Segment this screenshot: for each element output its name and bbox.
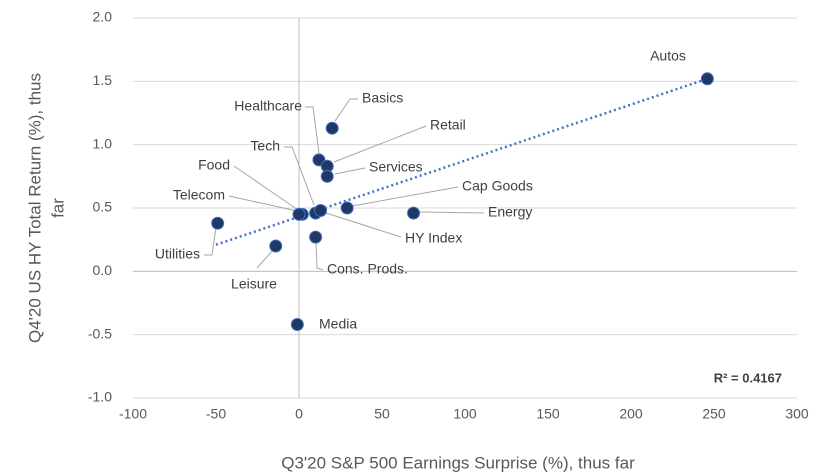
point xyxy=(700,72,714,86)
point-label: Leisure xyxy=(231,276,277,292)
point xyxy=(211,216,225,230)
leader-line xyxy=(333,125,427,163)
leader-line xyxy=(228,195,298,212)
point-label: HY Index xyxy=(405,230,462,246)
point-label: Services xyxy=(369,159,423,175)
x-tick-label: 250 xyxy=(702,406,726,422)
y-tick-label: -1.0 xyxy=(88,389,112,405)
point xyxy=(309,230,323,244)
y-tick-label: 1.0 xyxy=(93,135,113,151)
point xyxy=(320,169,334,183)
point-label: Autos xyxy=(650,48,686,64)
point xyxy=(292,207,306,221)
point-label: Media xyxy=(319,316,357,332)
x-tick-label: -100 xyxy=(119,406,147,422)
y-axis-title: far xyxy=(48,198,67,218)
leader-line xyxy=(419,211,485,214)
leader-line xyxy=(233,165,299,211)
point xyxy=(407,206,421,220)
point-label: Utilities xyxy=(155,246,200,262)
y-tick-label: 0.5 xyxy=(93,199,113,215)
point xyxy=(325,121,339,135)
leader-line xyxy=(334,167,366,175)
x-tick-label: 0 xyxy=(295,406,303,422)
x-tick-label: 150 xyxy=(536,406,560,422)
x-tick-label: -50 xyxy=(206,406,226,422)
x-tick-label: 50 xyxy=(374,406,390,422)
point xyxy=(290,318,304,332)
x-tick-label: 100 xyxy=(453,406,477,422)
y-axis-title: Q4'20 US HY Total Return (%), thus xyxy=(25,73,44,343)
leader-line xyxy=(256,248,275,269)
point-label: Telecom xyxy=(173,187,225,203)
x-tick-label: 300 xyxy=(785,406,809,422)
y-tick-label: 2.0 xyxy=(93,9,113,25)
point xyxy=(269,239,283,253)
point-label: Retail xyxy=(430,117,466,133)
r2-label: R² = 0.4167 xyxy=(714,370,782,385)
point-label: Tech xyxy=(250,138,280,154)
point-label: Food xyxy=(198,157,230,173)
y-tick-label: 1.5 xyxy=(93,72,113,88)
leader-line xyxy=(204,226,217,256)
point-label: Cap Goods xyxy=(462,178,533,194)
x-tick-label: 200 xyxy=(619,406,643,422)
leader-line xyxy=(305,106,320,154)
leader-line xyxy=(325,212,402,238)
leader-line xyxy=(284,146,315,206)
point-label: Cons. Prods. xyxy=(327,261,408,277)
leader-line xyxy=(315,240,324,271)
x-axis-title: Q3'20 S&P 500 Earnings Surprise (%), thu… xyxy=(281,453,635,472)
y-tick-label: -0.5 xyxy=(88,325,112,341)
point-label: Energy xyxy=(488,204,532,220)
point-label: Basics xyxy=(362,90,403,106)
point-label: Healthcare xyxy=(234,98,302,114)
point xyxy=(314,204,328,218)
leader-line xyxy=(334,98,358,122)
leader-line xyxy=(351,186,459,207)
point xyxy=(340,201,354,215)
y-tick-label: 0.0 xyxy=(93,262,113,278)
